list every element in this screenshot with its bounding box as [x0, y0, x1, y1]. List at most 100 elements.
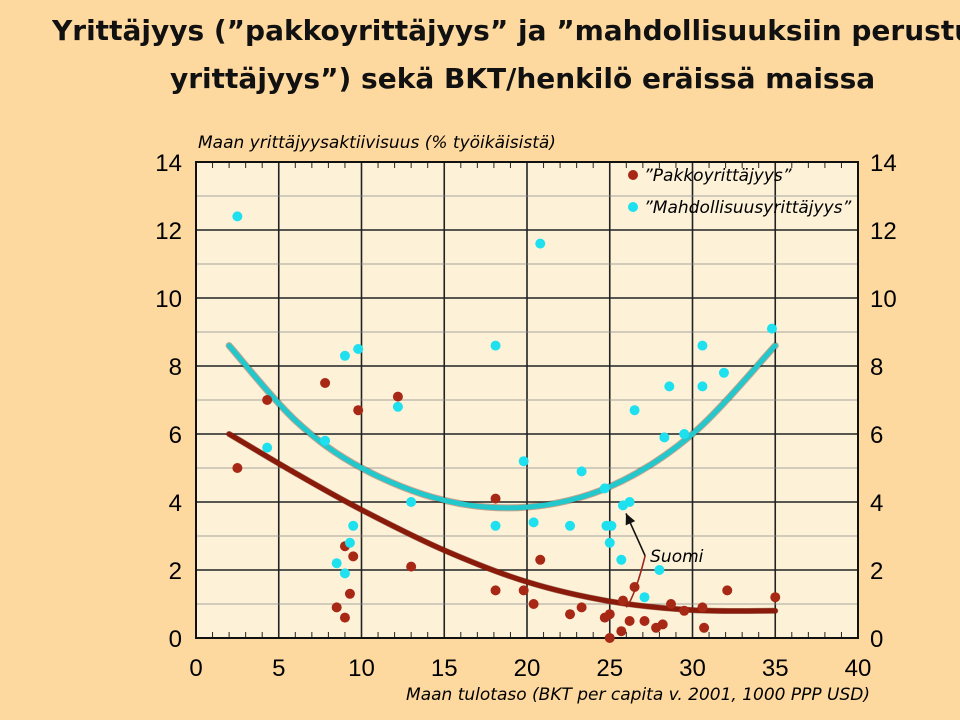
- point-opportunity: [616, 554, 627, 565]
- point-necessity: [490, 585, 501, 596]
- point-opportunity: [565, 520, 576, 531]
- y-tick-label: 4: [169, 490, 182, 517]
- annotation-label: Suomi: [650, 547, 704, 567]
- point-opportunity: [232, 211, 243, 222]
- point-opportunity: [624, 497, 635, 507]
- point-opportunity: [262, 442, 273, 453]
- y-tick-label: 10: [155, 286, 182, 313]
- point-opportunity: [348, 520, 359, 531]
- x-tick-label: 10: [348, 655, 375, 682]
- y-tick-label-right: 0: [870, 626, 883, 653]
- plot-frame: [195, 161, 859, 639]
- annotation-arrowhead: [625, 513, 636, 526]
- grid-lines: [195, 161, 859, 639]
- point-necessity: [679, 605, 690, 616]
- point-opportunity: [331, 558, 342, 569]
- x-tick-label: 5: [272, 655, 285, 682]
- x-axis: 0 5 10 15 20 25 30 35 40: [189, 655, 871, 682]
- y-tick-label-right: 14: [870, 150, 897, 177]
- point-opportunity: [339, 350, 350, 361]
- y-tick-label-right: 6: [870, 422, 883, 449]
- point-necessity: [262, 395, 273, 405]
- point-opportunity: [535, 238, 546, 249]
- point-necessity: [232, 463, 243, 473]
- point-necessity: [665, 599, 676, 609]
- point-necessity: [348, 551, 359, 562]
- point-necessity: [697, 602, 708, 613]
- y-axis-label: Maan yrittäjyysaktiivisuus (% työikäisis…: [198, 133, 556, 153]
- x-tick-label: 25: [596, 655, 623, 682]
- y-tick-label-right: 12: [870, 218, 897, 245]
- point-opportunity: [344, 537, 355, 548]
- point-opportunity: [639, 592, 650, 603]
- point-necessity: [392, 391, 403, 402]
- chart-title-line-1: Yrittäjyys (”pakkoyrittäjyys” ja ”mahdol…: [52, 14, 960, 47]
- point-opportunity: [490, 520, 501, 531]
- point-necessity: [331, 602, 342, 613]
- x-tick-label: 0: [189, 655, 202, 682]
- point-opportunity: [659, 432, 670, 443]
- annotations: Suomi: [625, 513, 704, 608]
- x-tick-label: 40: [845, 655, 872, 682]
- point-opportunity: [528, 517, 539, 528]
- point-opportunity: [518, 456, 529, 467]
- point-necessity: [699, 622, 710, 633]
- point-necessity: [639, 616, 650, 626]
- y-tick-label: 12: [155, 218, 182, 245]
- legend-marker: [628, 170, 638, 180]
- point-necessity: [616, 626, 627, 637]
- y-tick-label-right: 4: [870, 490, 883, 517]
- point-opportunity: [654, 565, 665, 575]
- point-opportunity: [766, 323, 777, 334]
- y-tick-label-right: 8: [870, 354, 883, 381]
- trend-line-opportunity: [226, 343, 778, 511]
- point-necessity: [604, 633, 615, 643]
- point-opportunity: [697, 340, 708, 351]
- x-tick-label: 30: [679, 655, 706, 682]
- point-opportunity: [576, 466, 587, 477]
- point-opportunity: [606, 520, 617, 531]
- y-tick-label: 6: [169, 422, 182, 449]
- point-necessity: [624, 616, 635, 626]
- y-tick-label-right: 2: [870, 558, 883, 585]
- point-opportunity: [490, 340, 501, 351]
- data-points: [232, 211, 781, 643]
- point-opportunity: [697, 381, 708, 392]
- point-opportunity: [392, 401, 403, 412]
- x-tick-label: 20: [514, 655, 541, 682]
- legend: ”Pakkoyrittäjyys” ”Mahdollisuusyrittäjyys…: [628, 166, 852, 218]
- point-necessity: [353, 405, 364, 416]
- point-necessity: [657, 619, 668, 630]
- point-opportunity: [353, 344, 364, 354]
- legend-label: ”Pakkoyrittäjyys”: [644, 166, 792, 186]
- point-necessity: [490, 493, 501, 504]
- point-necessity: [320, 378, 331, 388]
- point-opportunity: [629, 405, 640, 416]
- point-necessity: [576, 602, 587, 613]
- point-opportunity: [604, 537, 615, 548]
- point-opportunity: [664, 381, 675, 392]
- point-necessity: [535, 554, 546, 565]
- legend-marker: [628, 202, 638, 212]
- y-tick-label: 8: [169, 354, 182, 381]
- y-tick-label: 2: [169, 558, 182, 585]
- y-axis-right: 0 2 4 6 8 10 12 14: [870, 150, 897, 653]
- annotation-leader: [625, 555, 646, 608]
- point-opportunity: [339, 568, 350, 579]
- x-tick-label: 35: [762, 655, 789, 682]
- point-opportunity: [679, 429, 690, 439]
- point-opportunity: [718, 367, 729, 378]
- point-necessity: [770, 592, 781, 603]
- point-necessity: [406, 561, 417, 572]
- chart-title-line-2: yrittäjyys”) sekä BKT/henkilö eräissä ma…: [170, 62, 876, 95]
- legend-label: ”Mahdollisuusyrittäjyys”: [644, 198, 852, 218]
- x-axis-label: Maan tulotaso (BKT per capita v. 2001, 1…: [406, 685, 870, 705]
- point-necessity: [617, 595, 628, 606]
- point-opportunity: [599, 483, 610, 494]
- y-tick-label-right: 10: [870, 286, 897, 313]
- point-necessity: [344, 588, 355, 599]
- point-necessity: [722, 585, 733, 596]
- point-necessity: [604, 609, 615, 620]
- point-opportunity: [406, 497, 417, 507]
